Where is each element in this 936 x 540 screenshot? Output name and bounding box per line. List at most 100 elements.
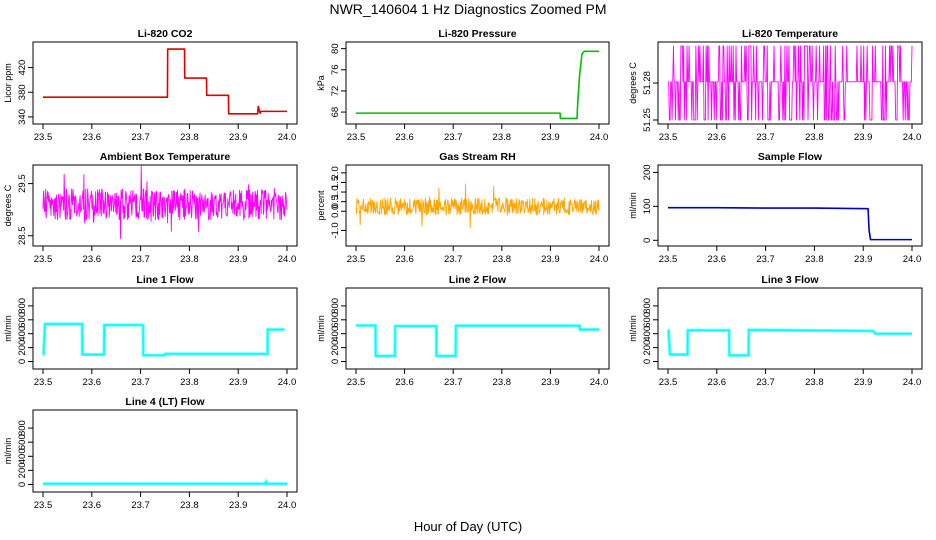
x-tick-label: 24.0: [590, 254, 609, 265]
y-axis: 51.25 51.28: [642, 71, 658, 132]
panel-line3: Line 3 Flow 23.5 23.6 23.7 23.8 23.9 24.0 0 2004…: [628, 274, 923, 388]
x-tick-label: 23.8: [180, 500, 199, 511]
plot-frame: [32, 409, 298, 493]
x-tick-label: 23.7: [756, 254, 775, 265]
y-tick-label: 340: [17, 109, 28, 125]
plot-frame: [657, 164, 923, 247]
y-axis-label: percent: [316, 190, 326, 221]
series-line: [355, 183, 600, 229]
x-tick-label: 23.9: [854, 132, 873, 143]
x-tick-label: 23.9: [229, 500, 248, 511]
x-axis: 23.5 23.6 23.7 23.8 23.9 24.0: [347, 368, 609, 388]
y-tick-label: 800: [642, 298, 653, 314]
y-tick-label: 0: [642, 238, 653, 243]
y-tick-label: 200: [642, 340, 653, 356]
x-tick-label: 23.9: [229, 132, 248, 143]
y-tick-label: 80: [330, 43, 341, 54]
x-tick-label: 23.6: [395, 254, 414, 265]
y-tick-label: 200: [17, 340, 28, 356]
series-line: [356, 50, 599, 120]
x-tick-label: 23.8: [180, 254, 199, 265]
y-tick-label: 600: [17, 312, 28, 328]
y-tick-label: 28.5: [17, 226, 28, 245]
x-tick-label: 24.0: [278, 500, 297, 511]
figure-title: NWR_140604 1 Hz Diagnostics Zoomed PM: [329, 1, 606, 17]
panel-licor-temp: Li-820 Temperature 23.5 23.6 23.7 23.8 23.9 24…: [628, 28, 923, 143]
x-tick-label: 23.6: [708, 377, 727, 388]
y-axis: 68 72 76 80: [330, 43, 346, 117]
x-tick-label: 23.7: [131, 377, 150, 388]
y-tick-label: -1.0: [330, 222, 341, 238]
x-tick-label: 23.9: [541, 377, 560, 388]
y-tick-label: 600: [642, 312, 653, 328]
y-tick-label: 200: [642, 164, 653, 180]
y-axis: -1.0 0.00.51.01.52.0: [330, 166, 346, 239]
y-tick-label: 800: [17, 420, 28, 436]
plot-frame: [657, 287, 923, 370]
panel-line2: Line 2 Flow 23.5 23.6 23.7 23.8 23.9 24.0 0 2004…: [316, 274, 610, 388]
panel-title: Gas Stream RH: [439, 151, 515, 163]
series-line: [356, 324, 599, 357]
y-tick-label: 2.0: [330, 166, 341, 179]
x-axis: 23.5 23.6 23.7 23.8 23.9 24.0: [659, 245, 921, 265]
y-axis-label: ml/min: [628, 192, 638, 219]
x-tick-label: 23.6: [708, 132, 727, 143]
x-axis: 23.5 23.6 23.7 23.8 23.9 24.0: [34, 491, 297, 511]
x-tick-label: 23.5: [34, 254, 53, 265]
panel-title: Ambient Box Temperature: [100, 151, 231, 163]
panel-sample-flow: Sample Flow 23.5 23.6 23.7 23.8 23.9 24.0 0 100 2…: [628, 151, 923, 265]
x-tick-label: 23.7: [444, 377, 463, 388]
panel-title: Li-820 CO2: [138, 28, 193, 40]
panel-title: Line 3 Flow: [761, 274, 819, 286]
y-axis: 28.5 29.5: [17, 174, 33, 245]
y-tick-label: 1.5: [330, 176, 341, 189]
x-axis: 23.5 23.6 23.7 23.8 23.9 24.0: [34, 368, 296, 388]
y-tick-label: 800: [330, 298, 341, 314]
y-tick-label: 400: [330, 326, 341, 342]
x-tick-label: 23.8: [180, 377, 199, 388]
panel-title: Li-820 Temperature: [742, 28, 838, 40]
x-tick-label: 23.8: [493, 132, 512, 143]
x-tick-label: 23.9: [229, 377, 248, 388]
figure-xlabel: Hour of Day (UTC): [414, 519, 522, 534]
series-line: [43, 48, 287, 115]
x-axis: 23.5 23.6 23.7 23.8 23.9 24.0: [347, 245, 609, 265]
x-tick-label: 23.7: [444, 132, 463, 143]
panel-title: Line 1 Flow: [136, 274, 194, 286]
panel-line4: Line 4 (LT) Flow 23.5 23.6 23.7 23.8 23.9 24.0…: [3, 396, 298, 511]
x-tick-label: 23.6: [83, 254, 102, 265]
plot-frame: [345, 41, 610, 125]
y-tick-label: 1.0: [330, 185, 341, 198]
x-tick-label: 23.5: [347, 377, 366, 388]
y-tick-label: 0.0: [330, 205, 341, 218]
y-axis-label: ml/min: [316, 315, 326, 342]
x-tick-label: 23.5: [347, 254, 366, 265]
y-tick-label: 600: [17, 434, 28, 450]
x-tick-label: 23.8: [180, 132, 199, 143]
y-tick-label: 0: [330, 359, 341, 364]
x-tick-label: 23.6: [83, 132, 102, 143]
x-axis: 23.5 23.6 23.7 23.8 23.9 24.0: [34, 245, 296, 265]
series-line-band: [43, 477, 287, 486]
x-tick-label: 24.0: [590, 377, 609, 388]
y-tick-label: 0: [17, 359, 28, 364]
y-tick-label: 400: [17, 448, 28, 464]
y-tick-label: 400: [17, 326, 28, 342]
y-tick-label: 0: [642, 359, 653, 364]
x-tick-label: 24.0: [590, 132, 609, 143]
series-line-band: [666, 328, 912, 357]
x-tick-label: 23.9: [541, 254, 560, 265]
y-axis: 340 380 420: [17, 60, 33, 125]
x-tick-label: 24.0: [903, 377, 922, 388]
y-tick-label: 0.5: [330, 195, 341, 208]
x-tick-label: 23.5: [34, 132, 53, 143]
x-tick-label: 23.5: [34, 500, 53, 511]
y-tick-label: 72: [330, 86, 341, 97]
x-tick-label: 23.8: [805, 377, 824, 388]
x-axis: 23.5 23.6 23.7 23.8 23.9 24.0: [34, 123, 296, 143]
